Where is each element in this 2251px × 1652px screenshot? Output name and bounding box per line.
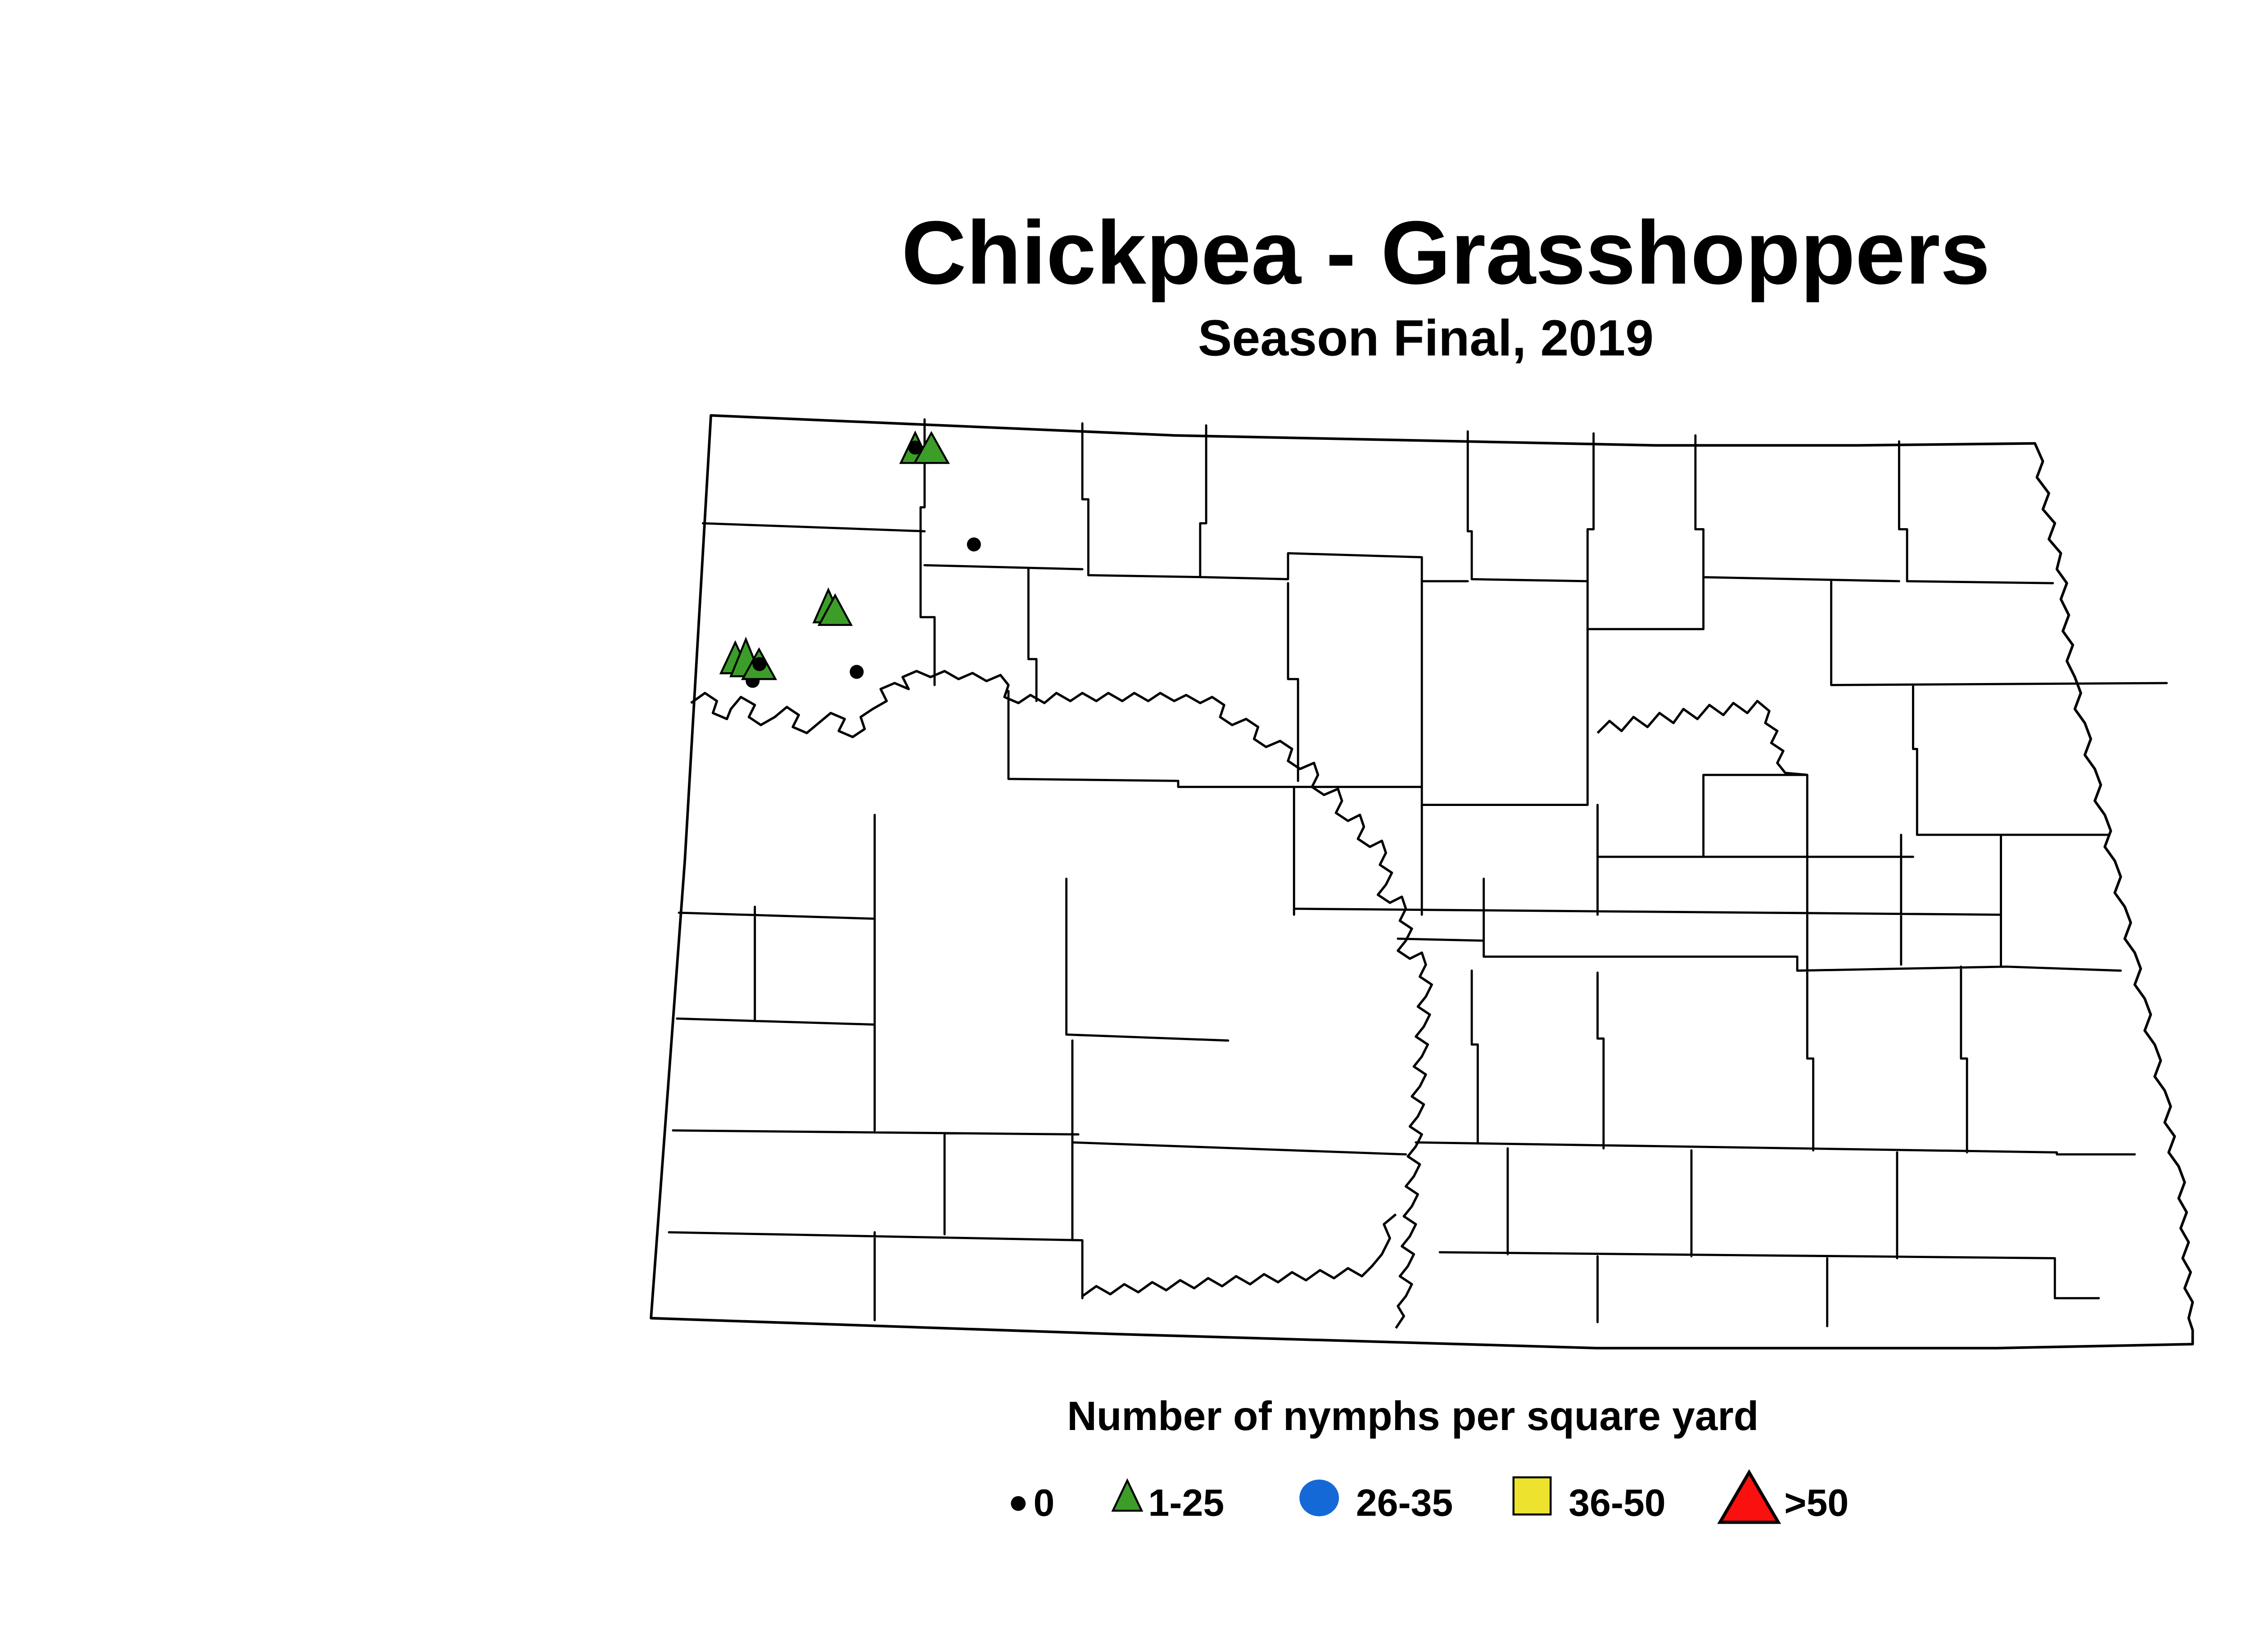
legend-label-1-25: 1-25 [1148,1484,1225,1526]
legend-label-26-35: 26-35 [1356,1484,1453,1526]
plot-title: Chickpea - Grasshoppers [901,202,1990,304]
map-marker-dot [967,537,981,552]
plot-subtitle: Season Final, 2019 [1198,311,1654,368]
legend-marker-square [1512,1476,1552,1516]
map-marker-triangle [817,593,853,626]
devils-lake [1596,700,1808,776]
legend-marker-dot [1011,1496,1026,1511]
legend-marker-circle [1299,1479,1339,1516]
missouri-river [690,670,1433,1329]
legend-label-36-50: 36-50 [1568,1484,1666,1526]
legend-markers [1011,1469,1781,1524]
county-boundaries [668,418,2168,1327]
legend-title: Number of nymphs per square yard [1067,1394,1759,1440]
legend-label-0: 0 [1033,1484,1055,1526]
map-marker-triangle [913,431,950,464]
legend-marker-triangle-large [1717,1469,1781,1524]
map-marker-dot [752,657,767,671]
cannonball-river [1081,1213,1397,1297]
legend-marker-triangle [1111,1478,1144,1512]
map-markers [719,430,981,688]
legend-label-gt50: >50 [1784,1484,1849,1526]
map-marker-dot [850,665,864,679]
map-marker-dot [908,440,922,455]
